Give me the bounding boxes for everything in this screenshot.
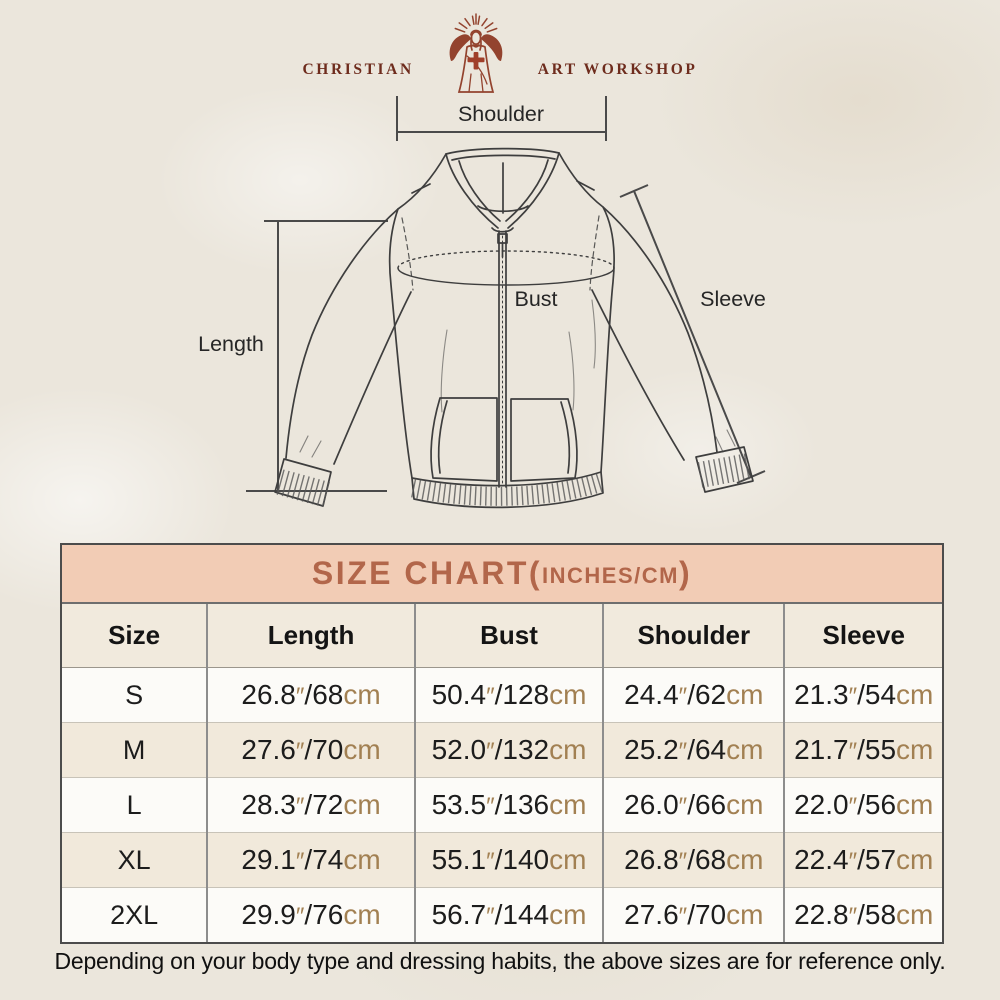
size-table-body: S 26.8″/68cm 50.4″/128cm 24.4″/62cm 21.3… <box>62 667 942 942</box>
title-paren-close: ) <box>678 555 693 591</box>
cell-shoulder: 24.4″/62cm <box>602 667 785 723</box>
bust-label: Bust <box>514 287 557 311</box>
shoulder-measure-line <box>396 96 607 141</box>
cell-bust: 56.7″/144cm <box>413 887 604 942</box>
right-sleeve <box>591 206 718 461</box>
length-measure-line <box>246 220 388 492</box>
hem-ribbing <box>411 472 605 506</box>
title-paren-open: ( <box>528 555 543 591</box>
cell-length: 28.3″/72cm <box>206 777 415 833</box>
table-row: L 28.3″/72cm 53.5″/136cm 26.0″/66cm 22.0… <box>62 777 942 833</box>
column-header-sleeve: Sleeve <box>783 604 942 668</box>
sleeve-measure-line <box>619 184 766 484</box>
hoodie-body-outline <box>388 147 615 479</box>
brand-header: CHRISTIAN ART WORKSHOP <box>0 4 1000 96</box>
title-main: SIZE CHART <box>311 555 529 591</box>
cell-length: 27.6″/70cm <box>206 722 415 778</box>
brand-name-right: ART WORKSHOP <box>537 61 698 78</box>
armhole-seams <box>401 215 600 291</box>
cell-length: 29.9″/76cm <box>206 887 415 942</box>
hood-details <box>411 152 595 229</box>
hoodie-measurement-diagram: Shoulder Length Bust Sleeve <box>198 96 766 509</box>
column-header-row: Size Length Bust Shoulder Sleeve <box>62 604 942 668</box>
cell-length: 29.1″/74cm <box>206 832 415 888</box>
cell-size: XL <box>62 832 208 888</box>
size-chart-title: SIZE CHART(INCHES/CM) <box>62 545 942 604</box>
cell-sleeve: 22.8″/58cm <box>783 887 942 942</box>
cell-sleeve: 21.3″/54cm <box>783 667 942 723</box>
cuff-gathers <box>299 429 736 458</box>
footnote-text: Depending on your body type and dressing… <box>54 948 946 974</box>
size-chart-table: SIZE CHART(INCHES/CM) Size Length Bust S… <box>60 543 944 944</box>
zipper <box>491 227 514 488</box>
left-pocket <box>430 397 498 482</box>
column-header-bust: Bust <box>413 604 604 668</box>
cell-shoulder: 27.6″/70cm <box>602 887 785 942</box>
hem-band <box>411 471 604 509</box>
cell-size: 2XL <box>62 887 208 942</box>
left-sleeve <box>285 208 412 465</box>
table-row: XL 29.1″/74cm 55.1″/140cm 26.8″/68cm 22.… <box>62 832 942 888</box>
cell-bust: 50.4″/128cm <box>413 667 604 723</box>
column-header-size: Size <box>62 604 208 668</box>
column-header-length: Length <box>206 604 415 668</box>
cell-length: 26.8″/68cm <box>206 667 415 723</box>
right-cuff-ribbing <box>697 453 752 488</box>
zipper-slider <box>497 233 508 258</box>
cell-shoulder: 26.8″/68cm <box>602 832 785 888</box>
size-table-head: Size Length Bust Shoulder Sleeve <box>62 604 942 668</box>
cell-size: S <box>125 679 144 710</box>
cell-bust: 55.1″/140cm <box>413 832 604 888</box>
cell-shoulder: 25.2″/64cm <box>602 722 785 778</box>
table-row: 2XL 29.9″/76cm 56.7″/144cm 27.6″/70cm 22… <box>62 887 942 942</box>
title-units: INCHES/CM <box>542 562 679 588</box>
right-pocket <box>510 398 578 482</box>
cell-bust: 53.5″/136cm <box>413 777 604 833</box>
size-table-grid: Size Length Bust Shoulder Sleeve S 26.8″… <box>62 604 942 942</box>
table-row: M 27.6″/70cm 52.0″/132cm 25.2″/64cm 21.7… <box>62 722 942 778</box>
table-row: S 26.8″/68cm 50.4″/128cm 24.4″/62cm 21.3… <box>62 667 942 723</box>
hoodie-drawing <box>274 147 754 509</box>
fabric-wrinkles <box>440 299 596 413</box>
length-label: Length <box>198 332 264 356</box>
diagram-labels: Shoulder Length Bust Sleeve <box>198 102 766 356</box>
shoulder-label: Shoulder <box>458 102 544 126</box>
cell-shoulder: 26.0″/66cm <box>602 777 785 833</box>
cell-size: L <box>62 777 208 833</box>
column-header-shoulder: Shoulder <box>602 604 785 668</box>
bust-ellipse-solid <box>397 267 615 286</box>
cell-sleeve: 21.7″/55cm <box>783 722 942 778</box>
cell-sleeve: 22.0″/56cm <box>783 777 942 833</box>
jesus-logo-icon <box>449 13 503 93</box>
cell-bust: 52.0″/132cm <box>413 722 604 778</box>
sleeve-label: Sleeve <box>700 287 766 311</box>
left-cuff-ribbing <box>276 469 332 508</box>
cell-size: M <box>62 722 208 778</box>
brand-name-left: CHRISTIAN <box>302 61 414 78</box>
cell-sleeve: 22.4″/57cm <box>783 832 942 888</box>
